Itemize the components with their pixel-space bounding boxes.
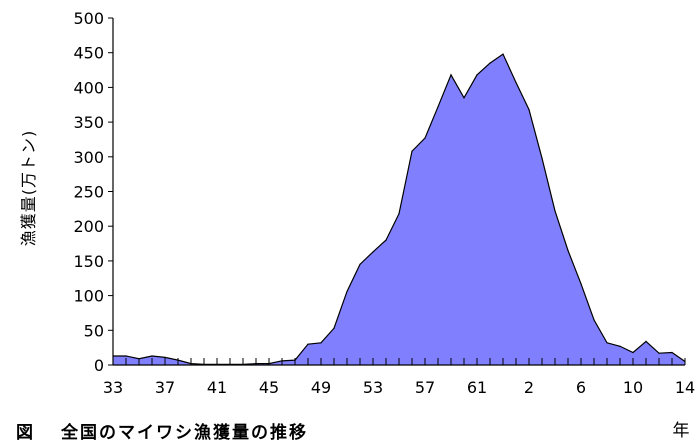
data-point <box>593 319 595 321</box>
figure-label: 図 <box>16 423 35 443</box>
x-axis-ticks: 33 37 41 45 49 53 57 61 2 6 10 14 <box>103 358 695 397</box>
y-tick-label: 150 <box>73 252 104 271</box>
data-point <box>567 249 569 252</box>
data-point <box>164 356 166 358</box>
figure-caption: 図 全国のマイワシ漁獲量の推移 <box>16 418 308 443</box>
data-point <box>489 62 491 64</box>
y-axis-ticks: 0 50 100 150 200 250 300 350 400 450 500 <box>73 9 113 375</box>
y-tick-label: 300 <box>73 148 104 167</box>
figure-title: 全国のマイワシ漁獲量の推移 <box>61 423 308 443</box>
y-tick-label: 350 <box>73 113 104 132</box>
x-tick-label: 33 <box>103 378 123 397</box>
data-point <box>606 342 608 344</box>
data-point <box>411 150 413 152</box>
data-point <box>580 283 582 285</box>
data-point <box>528 109 530 111</box>
data-point <box>151 355 153 357</box>
data-point <box>619 345 621 347</box>
y-tick-label: 100 <box>73 287 104 306</box>
x-tick-label: 2 <box>524 378 534 397</box>
data-point <box>125 355 127 357</box>
data-point <box>385 239 387 241</box>
data-point <box>320 342 322 344</box>
x-axis-unit-label: 年 <box>673 421 690 441</box>
x-tick-label: 49 <box>311 378 331 397</box>
plot-area <box>112 53 686 366</box>
data-point <box>502 53 504 55</box>
data-point <box>398 213 400 215</box>
y-tick-label: 450 <box>73 44 104 63</box>
y-tick-label: 0 <box>94 356 104 375</box>
x-tick-label: 37 <box>155 378 175 397</box>
data-point <box>307 343 309 345</box>
x-tick-label: 53 <box>363 378 383 397</box>
y-tick-label: 400 <box>73 78 104 97</box>
x-tick-label: 6 <box>576 378 586 397</box>
data-point <box>515 81 517 84</box>
data-point <box>424 137 426 139</box>
data-point <box>333 327 335 329</box>
data-point <box>476 74 478 76</box>
data-point <box>437 106 439 108</box>
x-tick-label: 10 <box>623 378 643 397</box>
data-point <box>645 340 647 342</box>
x-tick-label: 14 <box>675 378 695 397</box>
catch-area <box>113 54 685 366</box>
x-tick-label: 45 <box>259 378 279 397</box>
y-tick-label: 50 <box>84 321 104 340</box>
y-tick-label: 250 <box>73 183 104 202</box>
data-point <box>541 157 543 159</box>
data-point <box>463 97 465 99</box>
data-point <box>658 352 660 354</box>
data-point <box>671 351 673 354</box>
y-tick-label: 500 <box>73 9 104 28</box>
y-tick-label: 200 <box>73 217 104 236</box>
data-point <box>346 290 348 293</box>
x-tick-label: 57 <box>415 378 435 397</box>
y-axis-title: 漁獲量(万トン) <box>19 130 38 247</box>
x-tick-label: 61 <box>467 378 487 397</box>
data-point <box>554 210 556 212</box>
data-point <box>450 74 452 76</box>
data-point <box>359 263 361 265</box>
x-tick-label: 41 <box>207 378 227 397</box>
data-point <box>372 251 374 253</box>
data-point <box>632 351 634 354</box>
